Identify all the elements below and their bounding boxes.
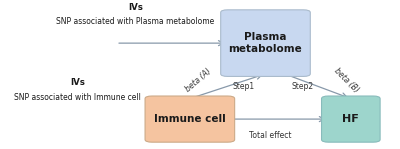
Text: HF: HF — [342, 114, 359, 124]
Text: Step1: Step1 — [232, 82, 254, 91]
Text: beta (A): beta (A) — [184, 67, 213, 94]
Text: Immune cell: Immune cell — [154, 114, 226, 124]
Text: Plasma
metabolome: Plasma metabolome — [229, 32, 302, 54]
FancyBboxPatch shape — [322, 96, 380, 142]
FancyBboxPatch shape — [145, 96, 235, 142]
FancyBboxPatch shape — [221, 10, 310, 76]
Text: SNP associated with Plasma metabolome: SNP associated with Plasma metabolome — [56, 17, 215, 26]
Text: beta (B): beta (B) — [332, 66, 361, 94]
Text: Step2: Step2 — [291, 82, 313, 91]
Text: IVs: IVs — [70, 78, 85, 87]
Text: SNP associated with Immune cell: SNP associated with Immune cell — [14, 93, 141, 102]
Text: IVs: IVs — [128, 3, 143, 12]
Text: Total effect: Total effect — [249, 131, 292, 140]
